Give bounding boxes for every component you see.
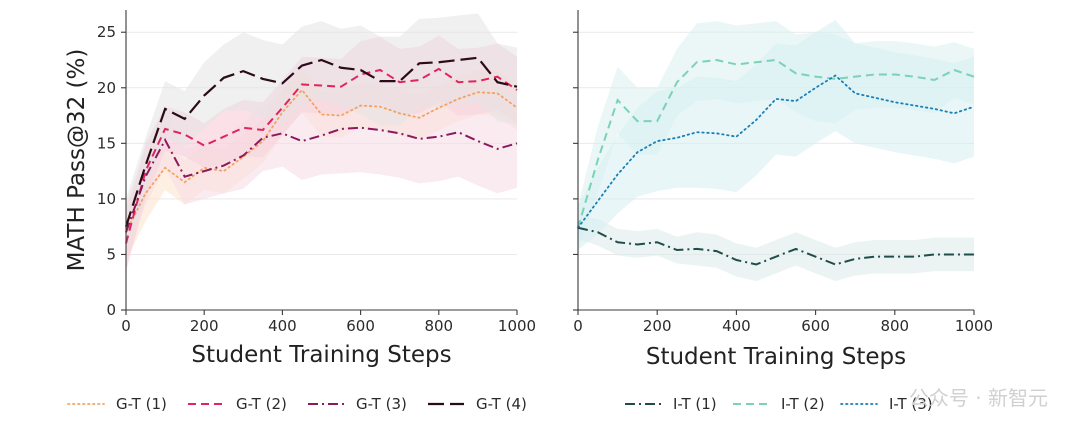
watermark-text: 公众号 · 新智元 (909, 386, 1048, 410)
y-tick-label: 10 (97, 190, 116, 208)
x-tick-label: 1000 (955, 317, 993, 335)
y-tick-label: 0 (106, 301, 116, 319)
series-lines (577, 58, 975, 266)
chart-panels: 0 5 10 15 20 25 0 200 400 600 800 1000 Student Train… (64, 10, 993, 370)
legend-label: G-T (1) (116, 395, 167, 413)
chart-panel-2: 0 200 400 600 800 1000 Student Training Steps (573, 10, 993, 370)
x-tick-label: 1000 (498, 317, 536, 335)
y-axis-title: MATH Pass@32 (%) (64, 49, 90, 272)
legend-item-i-t-1-: I-T (1) (625, 395, 717, 413)
y-tick-label: 5 (106, 245, 116, 263)
confidence-bands (578, 20, 974, 282)
legend-label: I-T (3) (889, 395, 933, 413)
legend-item-g-t-4-: G-T (4) (428, 395, 527, 413)
y-tick-label: 20 (97, 79, 116, 97)
line-i-t-3- (577, 74, 975, 229)
band-i-t-3- (578, 20, 974, 250)
x-tick-label: 800 (424, 317, 453, 335)
series-lines (124, 56, 518, 244)
legend-item-g-t-3-: G-T (3) (308, 395, 407, 413)
x-tick-label: 400 (722, 317, 751, 335)
x-axis-title: Student Training Steps (646, 344, 906, 370)
chart-panel-1: 0 5 10 15 20 25 0 200 400 600 800 1000 Student Train… (64, 10, 536, 368)
legend-item-g-t-1-: G-T (1) (67, 395, 167, 413)
band-g-t-4- (126, 13, 517, 255)
band-i-t-1- (578, 216, 974, 282)
y-tick-label: 25 (97, 23, 116, 41)
legend-label: G-T (3) (356, 395, 407, 413)
legend-item-i-t-3-: I-T (3) (840, 395, 933, 413)
confidence-bands (126, 13, 517, 272)
x-axis-title: Student Training Steps (191, 342, 451, 368)
line-i-t-2- (577, 58, 975, 229)
legend-label: I-T (2) (781, 395, 825, 413)
legend-label: G-T (4) (476, 395, 527, 413)
band-g-t-3- (126, 83, 517, 260)
x-tick-label: 600 (801, 317, 830, 335)
x-tick-label: 0 (121, 317, 131, 335)
x-tick-label: 200 (643, 317, 672, 335)
x-tick-label: 800 (880, 317, 909, 335)
x-tick-label: 200 (190, 317, 219, 335)
line-i-t-1- (577, 226, 974, 266)
line-g-t-4- (124, 56, 518, 228)
legend-item-g-t-2-: G-T (2) (188, 395, 287, 413)
line-g-t-2- (125, 67, 518, 244)
legend-label: G-T (2) (236, 395, 287, 413)
legend: G-T (1) G-T (2) G-T (3) G-T (4) I-T (1) I-T (… (67, 395, 933, 413)
legend-item-i-t-2-: I-T (2) (733, 395, 825, 413)
x-tick-label: 400 (268, 317, 297, 335)
y-tick-label: 15 (97, 134, 116, 152)
legend-label: I-T (1) (673, 395, 717, 413)
line-g-t-3- (125, 126, 518, 233)
line-g-t-1- (125, 88, 518, 234)
x-tick-label: 0 (573, 317, 583, 335)
x-tick-label: 600 (346, 317, 375, 335)
